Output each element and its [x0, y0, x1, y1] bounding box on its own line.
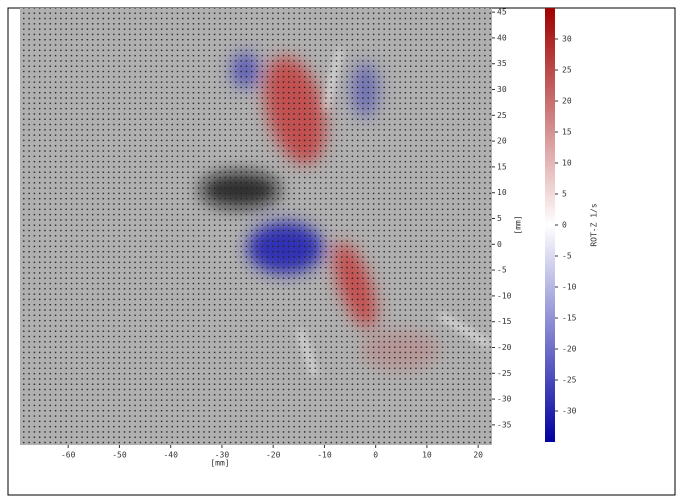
x-tick-label: -30: [215, 451, 230, 460]
colorbar-tick-label: -30: [562, 407, 577, 416]
colorbar-tick-label: 20: [562, 97, 572, 106]
y-tick-label: -25: [497, 369, 512, 378]
chart: [mm] [mm] ROT-Z 1/s -60-50-40-30-20-1001…: [0, 0, 683, 504]
y-axis-label: [mm]: [514, 215, 523, 234]
colorbar: [545, 8, 555, 442]
colorbar-tick-label: 0: [562, 221, 567, 230]
colorbar-tick-label: 10: [562, 159, 572, 168]
y-tick-label: 0: [497, 240, 502, 249]
y-tick-label: -15: [497, 317, 512, 326]
x-tick-label: 20: [473, 451, 483, 460]
y-tick-label: -35: [497, 420, 512, 429]
field: [20, 8, 492, 445]
y-tick-label: 5: [497, 214, 502, 223]
colorbar-tick-label: 25: [562, 66, 572, 75]
colorbar-tick-label: -20: [562, 345, 577, 354]
x-tick-label: -60: [61, 451, 76, 460]
y-tick-label: 20: [497, 137, 507, 146]
x-tick-label: -20: [266, 451, 281, 460]
y-tick-label: -30: [497, 395, 512, 404]
colorbar-tick-label: 30: [562, 35, 572, 44]
x-tick-label: -10: [317, 451, 332, 460]
y-tick-label: 30: [497, 85, 507, 94]
x-tick-label: 0: [373, 451, 378, 460]
colorbar-tick-label: -5: [562, 252, 572, 261]
y-tick-label: 10: [497, 188, 507, 197]
colorbar-tick-label: 15: [562, 128, 572, 137]
y-tick-label: -20: [497, 343, 512, 352]
colorbar-tick-label: -25: [562, 376, 577, 385]
y-tick-label: 35: [497, 59, 507, 68]
colorbar-tick-label: -15: [562, 314, 577, 323]
y-tick-label: 15: [497, 162, 507, 171]
y-tick-label: 25: [497, 111, 507, 120]
x-tick-label: -50: [112, 451, 127, 460]
y-tick-label: 40: [497, 33, 507, 42]
colorbar-tick-label: -10: [562, 283, 577, 292]
y-tick-label: -10: [497, 291, 512, 300]
y-tick-label: -5: [497, 266, 507, 275]
x-axis-label: [mm]: [210, 459, 229, 468]
x-tick-label: 10: [422, 451, 432, 460]
colorbar-tick-label: 5: [562, 190, 567, 199]
y-tick-label: 45: [497, 8, 507, 17]
x-tick-label: -40: [163, 451, 178, 460]
colorbar-label: ROT-Z 1/s: [590, 203, 599, 247]
